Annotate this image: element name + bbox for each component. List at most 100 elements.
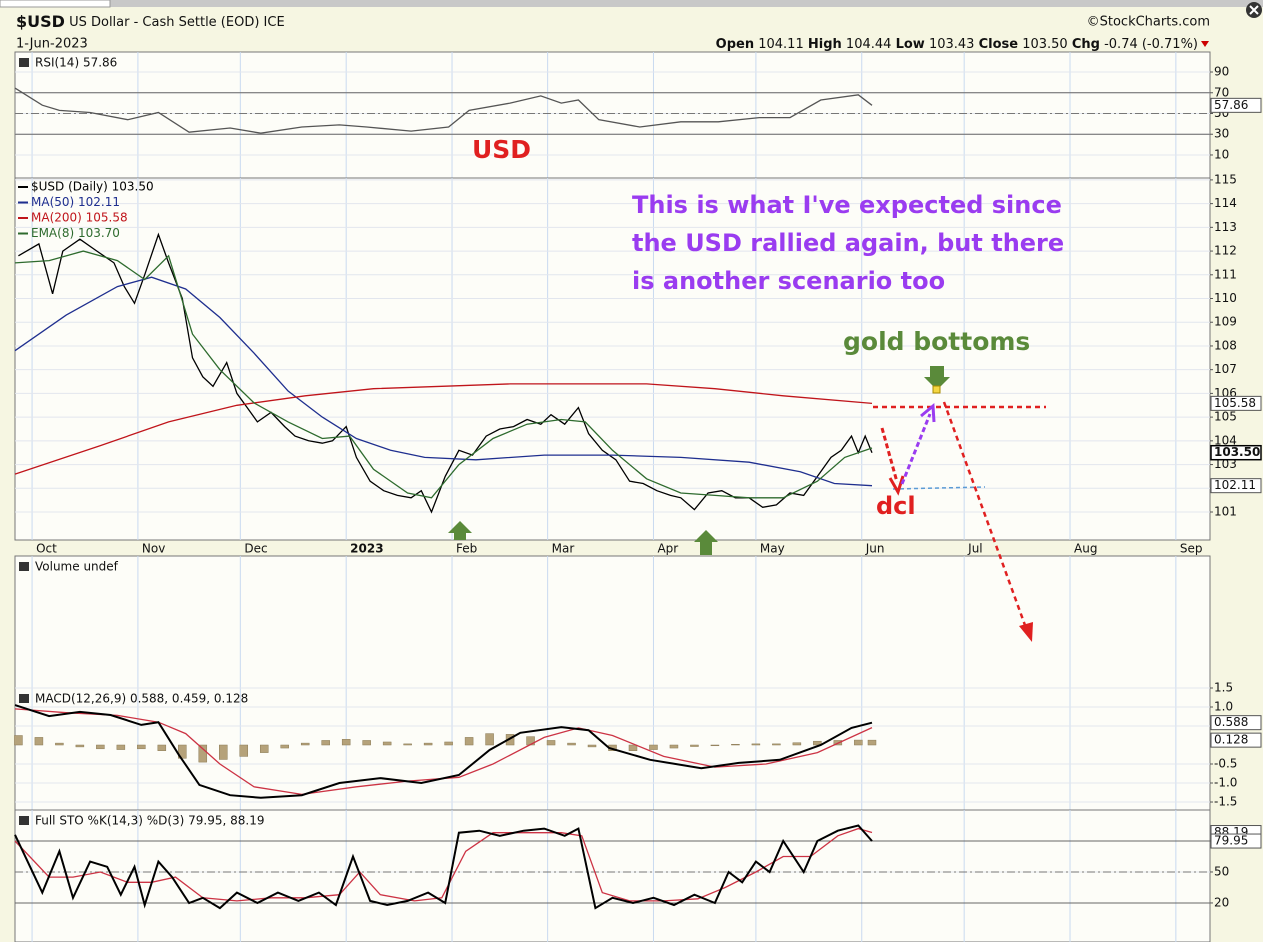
quote-label: Low	[896, 37, 925, 52]
annotation: dcl	[876, 492, 916, 520]
value-tag	[1210, 732, 1262, 748]
value-tag-label: 79.95	[1214, 834, 1248, 848]
legend-icon	[19, 58, 29, 67]
series-line	[14, 250, 873, 499]
y-tick-label: 115	[1214, 172, 1237, 186]
x-tick-label: May	[760, 542, 785, 556]
y-tick-label: -1.0	[1214, 776, 1237, 790]
quote-label: High	[808, 37, 842, 52]
histogram-bar	[259, 744, 269, 753]
y-tick-label: 10	[1214, 147, 1229, 161]
close-icon[interactable]	[1249, 5, 1259, 15]
histogram-bar	[34, 737, 44, 746]
histogram-bar	[772, 743, 781, 746]
y-tick-label: 113	[1214, 220, 1237, 234]
panel-title: Volume undef	[35, 560, 119, 574]
annotations: USD This is what I've expected since the…	[448, 135, 1064, 642]
x-tick-label: Aug	[1074, 542, 1097, 556]
y-tick-label: 114	[1214, 196, 1237, 210]
histogram-bar	[485, 733, 494, 746]
arrow	[880, 427, 899, 483]
dashed-level	[892, 486, 986, 490]
arrow	[900, 413, 932, 485]
histogram-bar	[669, 744, 679, 749]
series-line	[14, 824, 873, 910]
histogram-bar	[710, 744, 720, 747]
tab	[0, 0, 111, 8]
arrow	[942, 401, 1028, 629]
annotation: USD	[472, 135, 531, 164]
panel	[14, 809, 1211, 942]
histogram-bar	[321, 740, 330, 746]
value-tag	[1210, 395, 1262, 411]
quote: Open 104.11 High 104.44 Low 103.43 Close…	[716, 37, 1198, 52]
y-tick-label: 70	[1214, 85, 1229, 99]
histogram-bar	[341, 739, 351, 746]
legend-icon	[19, 562, 29, 571]
y-tick-label: 50	[1214, 864, 1229, 878]
panel	[14, 51, 1211, 179]
legend-label: MA(50) 102.11	[31, 195, 120, 209]
value-tag	[1210, 97, 1262, 113]
series-line	[14, 383, 873, 475]
x-tick-label: Dec	[244, 542, 267, 556]
source: ©StockCharts.com	[1087, 15, 1210, 30]
histogram-bar	[219, 744, 228, 760]
histogram-bar	[423, 742, 433, 746]
y-tick-label: 103	[1214, 457, 1237, 471]
y-tick-label: 112	[1214, 244, 1237, 258]
value-tag	[1210, 833, 1262, 849]
y-tick-label: 110	[1214, 291, 1237, 305]
quote-label: Chg	[1072, 37, 1100, 52]
value-tag-label: 103.50	[1214, 445, 1260, 459]
x-tick-label: Jun	[865, 542, 885, 556]
quote-value: 104.11	[758, 37, 804, 52]
down-triangle	[1201, 41, 1209, 47]
arrow-head	[888, 475, 905, 496]
top-strip	[0, 0, 1263, 7]
y-tick-label: 90	[1214, 65, 1229, 79]
header-date: 1-Jun-2023	[16, 37, 88, 52]
histogram-bar	[300, 742, 310, 746]
value-tag	[1210, 444, 1262, 461]
value-tag-label: 0.128	[1214, 733, 1248, 747]
x-tick-label: Sep	[1180, 542, 1203, 556]
series-line	[14, 276, 873, 487]
legend-icon	[19, 694, 29, 703]
panel	[14, 177, 1211, 541]
annotation: the USD rallied again, but there	[632, 229, 1064, 257]
histogram-bar	[813, 740, 822, 746]
histogram-bar	[75, 744, 85, 748]
histogram-bar	[854, 739, 863, 746]
value-tag-label: 0.588	[1214, 715, 1248, 729]
panel-title: MACD(12,26,9) 0.588, 0.459, 0.128	[35, 692, 248, 706]
y-tick-label: 108	[1214, 338, 1237, 352]
value-tag	[1210, 715, 1262, 731]
annotation: This is what I've expected since	[632, 191, 1062, 219]
panel-title: Full STO %K(14,3) %D(3) 79.95, 88.19	[35, 814, 265, 828]
value-tag-label: 102.11	[1214, 478, 1256, 492]
header-title: $USD US Dollar - Cash Settle (EOD) ICE	[16, 12, 285, 31]
quote-value: 103.50	[1022, 37, 1068, 52]
series-line	[14, 87, 873, 134]
histogram-bar	[239, 744, 249, 757]
histogram-bar	[382, 741, 392, 746]
marker-arrow	[924, 366, 950, 390]
histogram-bar	[690, 744, 699, 747]
quote-label: Close	[979, 37, 1019, 52]
series-line	[14, 708, 873, 796]
histogram-bar	[14, 735, 23, 746]
histogram-bar	[280, 744, 289, 749]
histogram-bar	[628, 744, 638, 751]
close-button[interactable]	[1246, 2, 1262, 18]
histogram-bar	[444, 741, 453, 746]
histogram-bar	[751, 743, 761, 746]
histogram-bar	[116, 744, 126, 750]
y-tick-label: 107	[1214, 362, 1237, 376]
y-tick-label: 105	[1214, 410, 1237, 424]
legend-label: $USD (Daily) 103.50	[31, 180, 154, 194]
histogram-bar	[137, 744, 146, 750]
x-tick-label: Apr	[657, 542, 678, 556]
series-line	[14, 827, 873, 902]
